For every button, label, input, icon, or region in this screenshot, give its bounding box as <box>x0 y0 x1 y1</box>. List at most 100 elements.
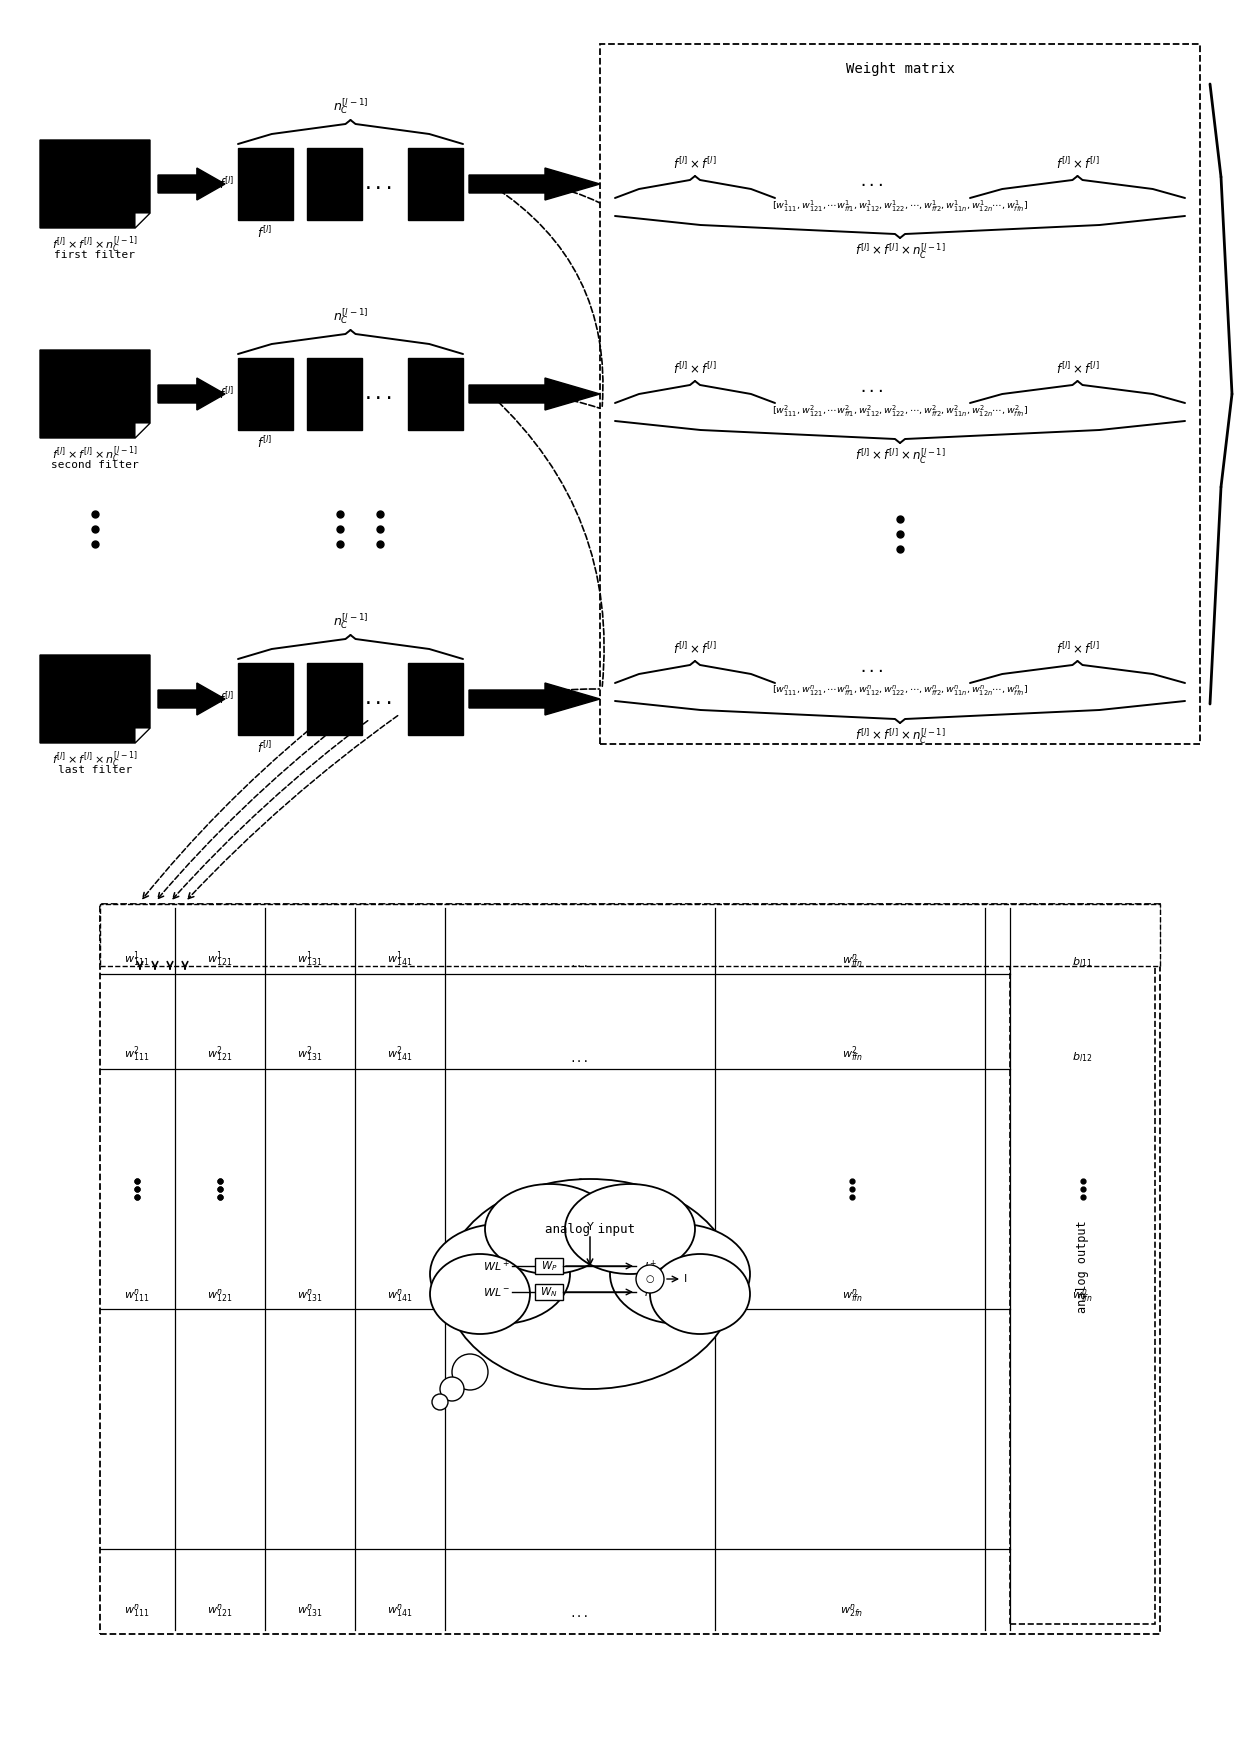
Text: $f^{[l]}\times f^{[l]}$: $f^{[l]}\times f^{[l]}$ <box>1055 362 1100 377</box>
Text: first filter: first filter <box>55 250 135 259</box>
Text: $w^1_{141}$: $w^1_{141}$ <box>387 949 413 968</box>
Text: $w^2_{ffn}$: $w^2_{ffn}$ <box>842 1044 863 1064</box>
Bar <box>534 1258 563 1274</box>
Text: $w^n_{ffn}$: $w^n_{ffn}$ <box>842 953 863 968</box>
Text: $w^n_{121}$: $w^n_{121}$ <box>207 1602 233 1619</box>
Polygon shape <box>157 683 224 714</box>
Polygon shape <box>157 168 224 199</box>
Bar <box>308 358 362 430</box>
Bar <box>600 44 1200 744</box>
Ellipse shape <box>485 1184 615 1274</box>
Text: ...: ... <box>570 960 590 968</box>
Bar <box>238 358 293 430</box>
Text: $[w^{n}_{111}, w^{n}_{121}, \cdots w^{n}_{ff1}, w^{n}_{112}, w^{n}_{122}, \cdots: $[w^{n}_{111}, w^{n}_{121}, \cdots w^{n}… <box>773 684 1028 699</box>
Text: $f^{[l]}$: $f^{[l]}$ <box>218 176 234 192</box>
Text: Weight matrix: Weight matrix <box>846 62 955 76</box>
Text: $n^{[l-1]}_C$: $n^{[l-1]}_C$ <box>332 612 368 632</box>
Text: $w^2_{131}$: $w^2_{131}$ <box>298 1044 322 1064</box>
Text: ...: ... <box>859 379 887 395</box>
Text: $w^n_{141}$: $w^n_{141}$ <box>387 1288 413 1304</box>
Text: $f^{[l]}\times f^{[l]}$: $f^{[l]}\times f^{[l]}$ <box>673 155 717 173</box>
Bar <box>408 663 463 736</box>
Bar <box>100 903 1159 967</box>
Text: $f^{[l]}$: $f^{[l]}$ <box>218 691 234 707</box>
Text: $f^{[l]}\times f^{[l]}\times n^{[l-1]}_C$: $f^{[l]}\times f^{[l]}\times n^{[l-1]}_C… <box>854 242 945 261</box>
Text: analog input: analog input <box>546 1222 635 1235</box>
Ellipse shape <box>430 1254 529 1334</box>
Circle shape <box>636 1265 663 1293</box>
Text: $[w^{2}_{111}, w^{2}_{121}, \cdots w^{2}_{ff1}, w^{2}_{112}, w^{2}_{122}, \cdots: $[w^{2}_{111}, w^{2}_{121}, \cdots w^{2}… <box>773 404 1028 418</box>
Text: $w^n_{131}$: $w^n_{131}$ <box>298 1288 322 1304</box>
Text: $[w^{1}_{111}, w^{1}_{121}, \cdots w^{1}_{ff1}, w^{1}_{112}, w^{1}_{122}, \cdots: $[w^{1}_{111}, w^{1}_{121}, \cdots w^{1}… <box>773 198 1028 213</box>
Circle shape <box>432 1394 448 1409</box>
Polygon shape <box>135 423 150 437</box>
Text: second filter: second filter <box>51 460 139 469</box>
Text: $W_P$: $W_P$ <box>541 1259 557 1274</box>
Circle shape <box>453 1355 489 1390</box>
Text: $WL^+$: $WL^+$ <box>482 1258 510 1274</box>
Text: $I^-$: $I^-$ <box>644 1286 657 1298</box>
Text: $w^2_{121}$: $w^2_{121}$ <box>207 1044 233 1064</box>
Text: ...: ... <box>362 690 396 707</box>
Text: ...: ... <box>859 175 887 189</box>
Text: $w^n_{2fn}$: $w^n_{2fn}$ <box>841 1602 863 1619</box>
Polygon shape <box>469 377 600 409</box>
Text: $b_{l12}$: $b_{l12}$ <box>1073 1050 1092 1064</box>
Text: $w^1_{111}$: $w^1_{111}$ <box>124 949 150 968</box>
Polygon shape <box>40 139 150 228</box>
Text: $w^n_{111}$: $w^n_{111}$ <box>124 1288 150 1304</box>
Bar <box>534 1284 563 1300</box>
Text: $f^{[l]}\times f^{[l]}\times n^{[l-1]}_C$: $f^{[l]}\times f^{[l]}\times n^{[l-1]}_C… <box>854 727 945 746</box>
Text: $w^1_{131}$: $w^1_{131}$ <box>298 949 322 968</box>
Text: ...: ... <box>570 1609 590 1619</box>
Text: $f^{[l]}\times f^{[l]}\times n^{[l-1]}_C$: $f^{[l]}\times f^{[l]}\times n^{[l-1]}_C… <box>854 446 945 466</box>
Text: $I^+$: $I^+$ <box>644 1258 657 1274</box>
Text: $WL^-$: $WL^-$ <box>482 1286 510 1298</box>
Text: $w^2_{111}$: $w^2_{111}$ <box>124 1044 150 1064</box>
Text: ...: ... <box>859 660 887 674</box>
Bar <box>238 148 293 220</box>
Text: $w^n_{ffn}$: $w^n_{ffn}$ <box>1073 1288 1092 1304</box>
Text: ...: ... <box>362 385 396 402</box>
Bar <box>308 663 362 736</box>
Text: $f^{[l]}$: $f^{[l]}$ <box>218 386 234 402</box>
Text: $f^{[l]}$: $f^{[l]}$ <box>258 436 273 452</box>
Text: $b_{l11}$: $b_{l11}$ <box>1073 954 1092 968</box>
Bar <box>1011 908 1154 1625</box>
Text: $w^1_{121}$: $w^1_{121}$ <box>207 949 233 968</box>
Text: ...: ... <box>570 1055 590 1064</box>
Text: $f^{[l]}\times f^{[l]}\times n^{[l-1]}_C$: $f^{[l]}\times f^{[l]}\times n^{[l-1]}_C… <box>52 235 138 254</box>
Text: $w^2_{141}$: $w^2_{141}$ <box>387 1044 413 1064</box>
Text: I: I <box>684 1274 687 1284</box>
Polygon shape <box>135 729 150 743</box>
Text: $n^{[l-1]}_C$: $n^{[l-1]}_C$ <box>332 307 368 326</box>
Circle shape <box>440 1378 464 1401</box>
Ellipse shape <box>565 1184 694 1274</box>
Ellipse shape <box>430 1224 570 1325</box>
Text: last filter: last filter <box>58 766 133 774</box>
Bar <box>238 663 293 736</box>
Ellipse shape <box>650 1254 750 1334</box>
Text: $w^n_{131}$: $w^n_{131}$ <box>298 1602 322 1619</box>
Text: $f^{[l]}$: $f^{[l]}$ <box>258 226 273 242</box>
Polygon shape <box>157 377 224 409</box>
Text: analog output: analog output <box>1076 1221 1089 1312</box>
Text: $f^{[l]}\times f^{[l]}\times n^{[l-1]}_C$: $f^{[l]}\times f^{[l]}\times n^{[l-1]}_C… <box>52 750 138 769</box>
Bar <box>408 358 463 430</box>
Text: analog input: analog input <box>108 908 193 923</box>
Ellipse shape <box>610 1224 750 1325</box>
Text: $f^{[l]}\times f^{[l]}$: $f^{[l]}\times f^{[l]}$ <box>673 640 717 656</box>
Text: $f^{[l]}\times f^{[l]}$: $f^{[l]}\times f^{[l]}$ <box>673 362 717 377</box>
Polygon shape <box>469 683 600 714</box>
Text: $W_N$: $W_N$ <box>541 1286 558 1298</box>
Bar <box>308 148 362 220</box>
Text: $w^n_{121}$: $w^n_{121}$ <box>207 1288 233 1304</box>
Polygon shape <box>40 654 150 743</box>
Text: $w^n_{141}$: $w^n_{141}$ <box>387 1602 413 1619</box>
Bar <box>100 903 1159 1633</box>
Text: Y: Y <box>587 1222 594 1231</box>
Text: $n^{[l-1]}_C$: $n^{[l-1]}_C$ <box>332 97 368 116</box>
Polygon shape <box>40 349 150 437</box>
Text: ...: ... <box>570 1295 590 1304</box>
Text: $f^{[l]}\times f^{[l]}$: $f^{[l]}\times f^{[l]}$ <box>1055 155 1100 173</box>
